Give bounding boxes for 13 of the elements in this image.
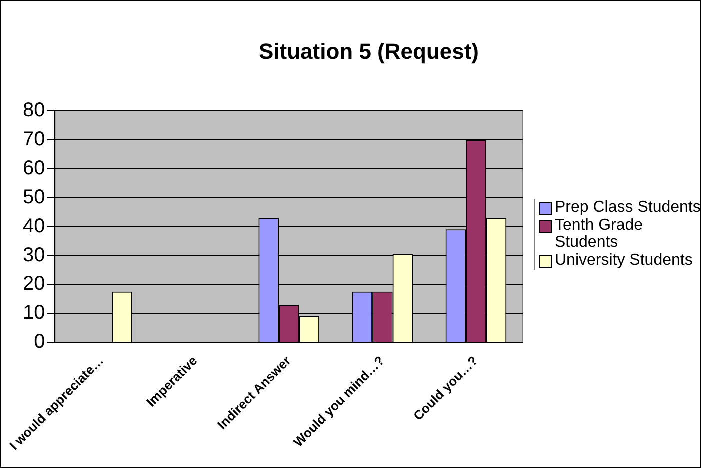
legend-label: Tenth Grade Students	[555, 217, 644, 251]
y-tick-label: 10	[22, 302, 46, 324]
chart-title: Situation 5 (Request)	[258, 39, 480, 64]
y-tick-label: 80	[22, 100, 46, 122]
y-tick-label: 60	[22, 157, 46, 180]
legend-label: Prep Class Students	[555, 199, 701, 216]
y-tick-label: 50	[22, 186, 46, 208]
legend-label: University Students	[555, 252, 693, 269]
y-tick-label: 20	[22, 273, 46, 296]
y-tick-label: 0	[34, 331, 46, 354]
y-tick-label: 70	[22, 128, 46, 150]
y-tick-label: 40	[22, 215, 46, 238]
y-tick-label: 30	[22, 244, 46, 266]
